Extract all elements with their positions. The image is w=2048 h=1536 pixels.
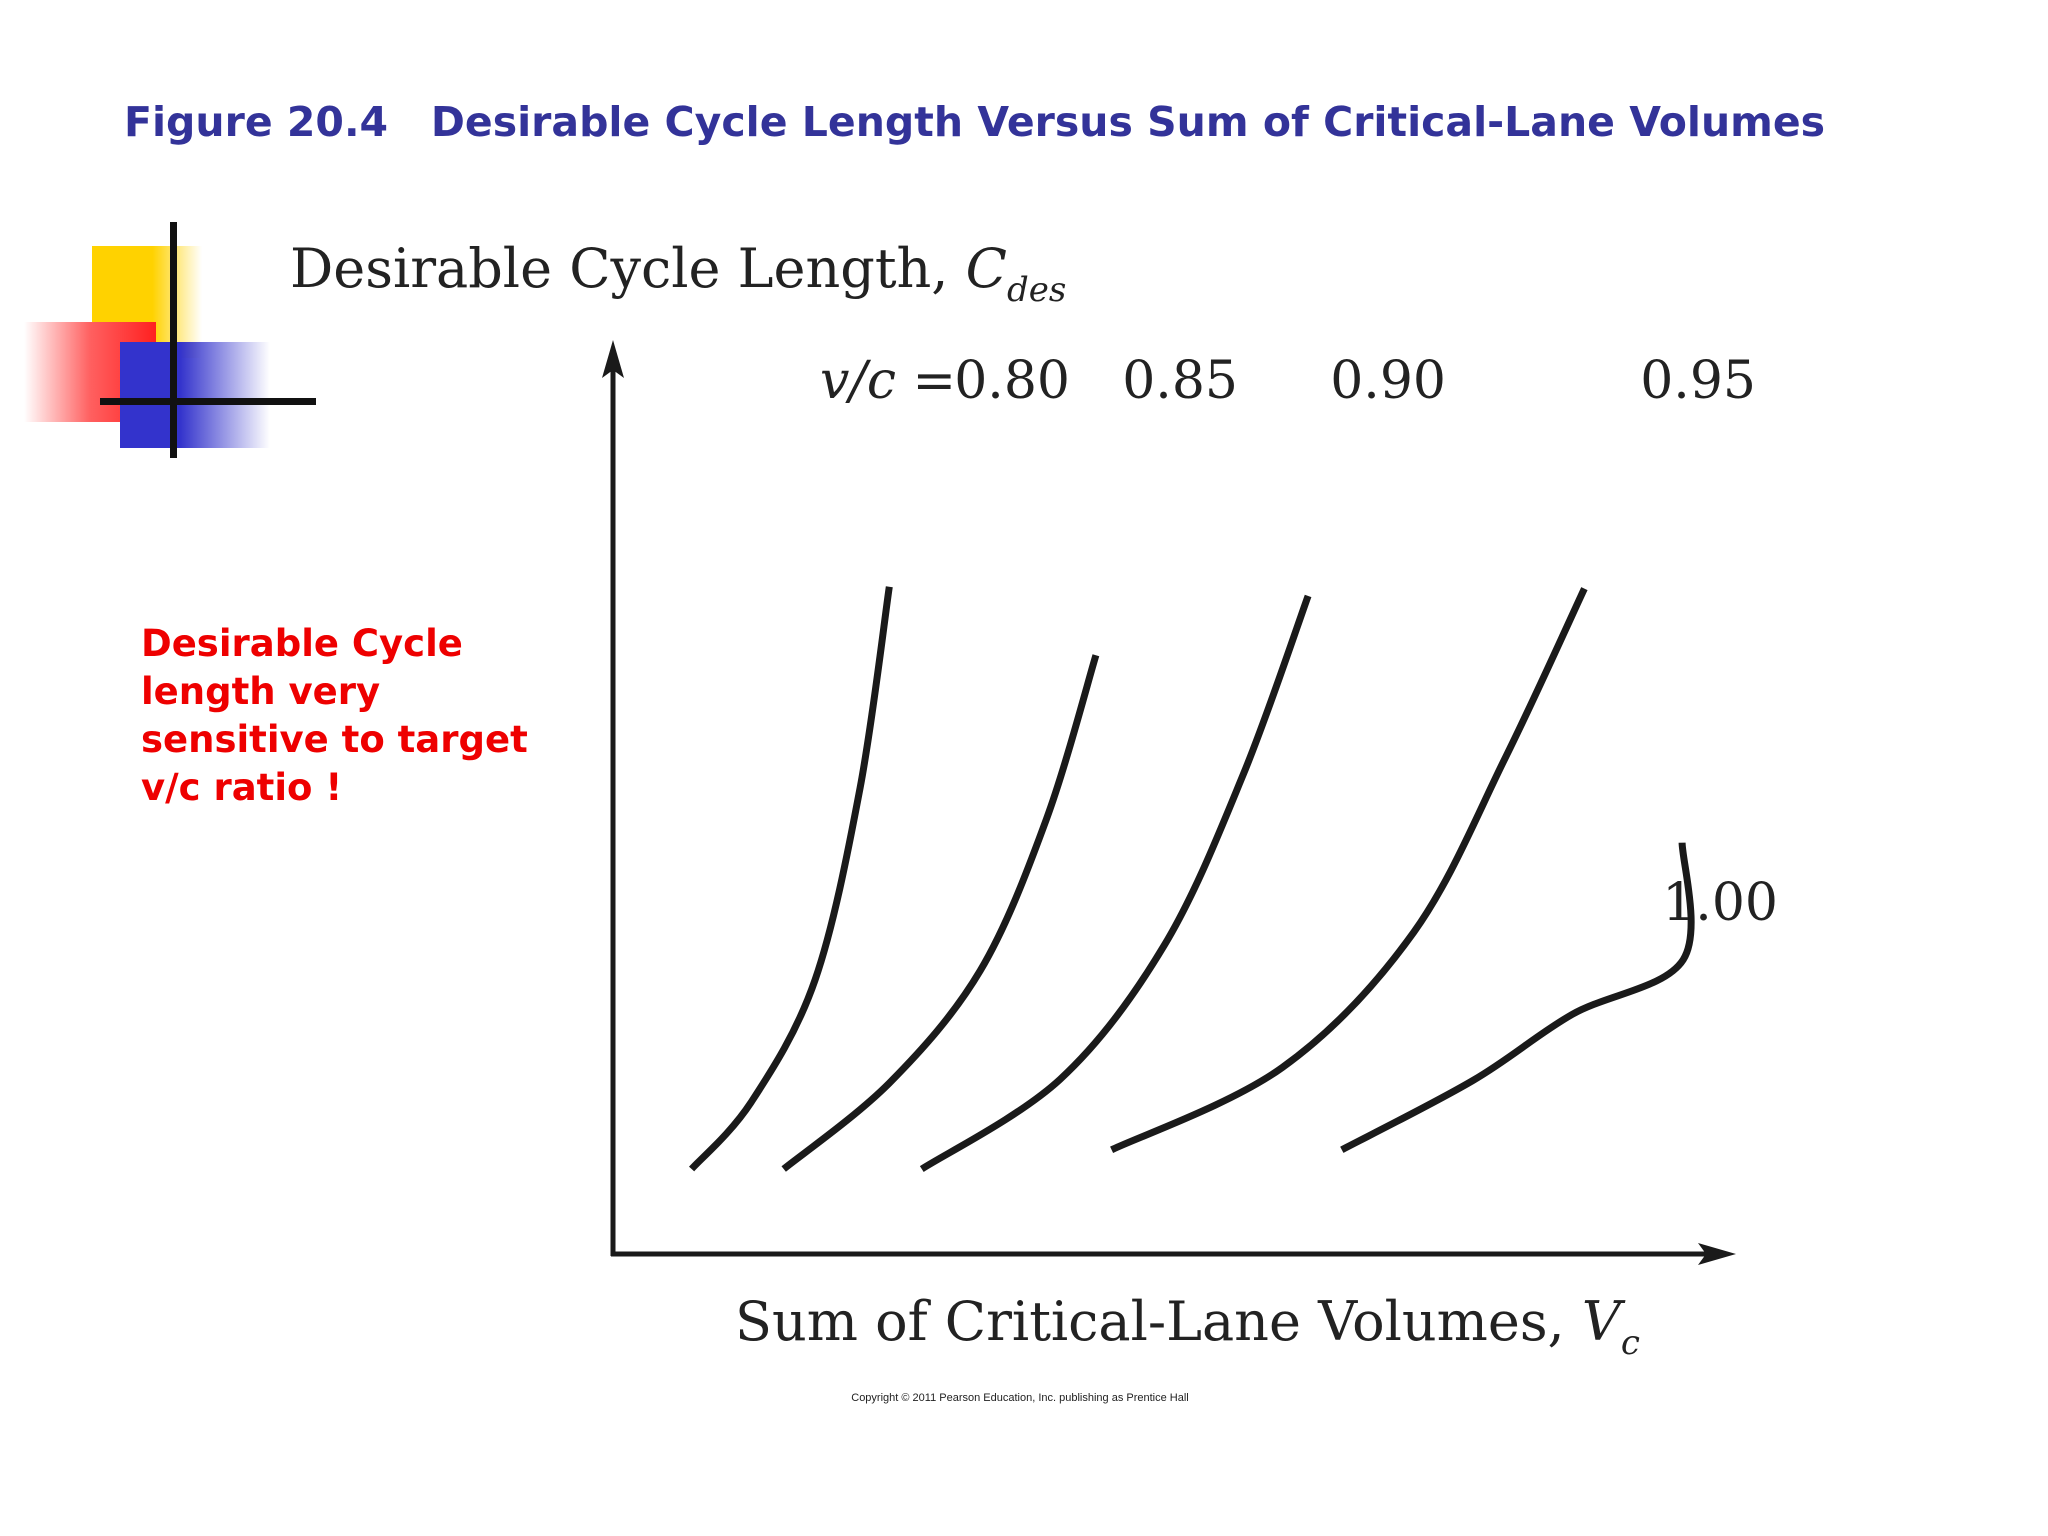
- slide-title: Figure 20.4 Desirable Cycle Length Versu…: [124, 98, 1826, 146]
- curve-vc-1-00: [1340, 842, 1695, 1153]
- curve-vc-0-80: [688, 586, 893, 1172]
- x-axis: [611, 1243, 1736, 1265]
- curve-label-0-80: 0.80: [954, 351, 1070, 411]
- curve-label-0-85: 0.85: [1122, 351, 1238, 411]
- curve-vc-0-95: [1110, 587, 1588, 1153]
- curve-label-0-95: 0.95: [1640, 351, 1756, 411]
- y-axis-title: Desirable Cycle Length, Cdes: [290, 237, 1066, 310]
- decoration-horizontal-line: [100, 398, 316, 405]
- x-axis-arrowhead: [1698, 1243, 1736, 1265]
- y-axis-title-symbol: C: [966, 237, 1007, 300]
- x-axis-title: Sum of Critical-Lane Volumes, Vc: [735, 1290, 1640, 1363]
- curve-label-0-90: 0.90: [1330, 351, 1446, 411]
- y-axis-title-subscript: des: [1007, 270, 1066, 310]
- curves-group: [688, 586, 1695, 1172]
- y-axis-arrowhead: [602, 340, 624, 378]
- curve-label-1-00: 1.00: [1662, 873, 1778, 933]
- curve-vc-0-85: [781, 654, 1100, 1172]
- blue-square: [120, 342, 270, 448]
- y-axis-title-main: Desirable Cycle Length,: [290, 237, 966, 300]
- decoration-squares-logo: [24, 220, 316, 460]
- curve-labels-group: 0.80 0.85 0.90 0.95 1.00: [954, 351, 1778, 933]
- curve-vc-0-90: [919, 594, 1312, 1172]
- x-axis-title-symbol: V: [1582, 1290, 1626, 1353]
- copyright-notice: Copyright © 2011 Pearson Education, Inc.…: [851, 1392, 1189, 1404]
- y-axis: [602, 340, 624, 1256]
- curve-label-prefix: v/c =: [820, 351, 956, 411]
- x-axis-title-main: Sum of Critical-Lane Volumes,: [735, 1290, 1582, 1353]
- decoration-vertical-line: [170, 222, 177, 458]
- annotation-note: Desirable Cycle length very sensitive to…: [141, 622, 528, 809]
- x-axis-title-subscript: c: [1621, 1323, 1640, 1363]
